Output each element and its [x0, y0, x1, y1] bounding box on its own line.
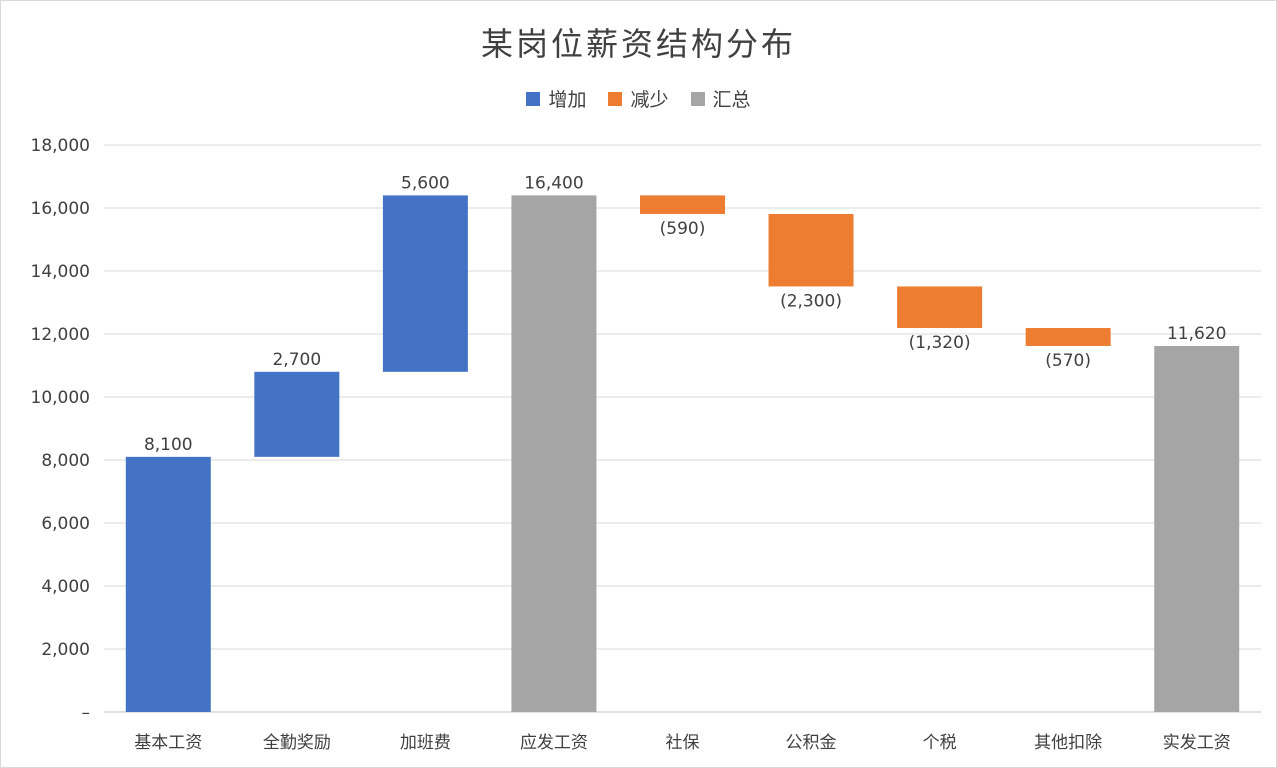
- x-tick-label: 实发工资: [1163, 733, 1231, 753]
- legend-item-total: 汇总: [690, 85, 751, 112]
- data-label: (1,320): [909, 333, 971, 353]
- x-tick-label: 基本工资: [134, 733, 202, 753]
- bar-total: [1154, 345, 1240, 712]
- data-label: 8,100: [144, 435, 193, 455]
- y-tick-label: 18,000: [31, 136, 90, 156]
- data-label: (570): [1045, 351, 1091, 371]
- x-tick-label: 加班费: [400, 733, 451, 753]
- legend-swatch-decrease: [608, 91, 623, 106]
- y-tick-label: 16,000: [31, 199, 90, 219]
- bar-increase: [382, 195, 468, 372]
- data-label: 11,620: [1167, 324, 1226, 344]
- data-label: 2,700: [272, 350, 321, 370]
- bar-decrease: [1025, 328, 1111, 346]
- data-label: (2,300): [780, 291, 842, 311]
- y-tick-label: 4,000: [41, 577, 90, 597]
- bar-increase: [125, 456, 211, 712]
- x-tick-label: 全勤奖励: [263, 733, 331, 753]
- legend: 增加 减少 汇总: [1, 85, 1276, 112]
- y-tick-label: 8,000: [41, 451, 90, 471]
- bar-decrease: [640, 195, 725, 214]
- data-label: 5,600: [401, 173, 450, 193]
- legend-item-increase: 增加: [526, 85, 586, 112]
- bar-increase: [254, 371, 340, 457]
- x-tick-label: 其他扣除: [1034, 733, 1102, 753]
- x-tick-label: 个税: [923, 733, 957, 753]
- data-label: (590): [660, 219, 706, 239]
- x-tick-label: 应发工资: [520, 733, 588, 753]
- legend-label-total: 汇总: [712, 89, 751, 111]
- y-tick-label: 6,000: [41, 514, 90, 534]
- y-tick-label: 12,000: [31, 325, 90, 345]
- y-tick-label: 2,000: [41, 640, 90, 660]
- legend-item-decrease: 减少: [608, 85, 669, 112]
- legend-label-increase: 增加: [548, 89, 587, 111]
- bar-decrease: [897, 286, 983, 329]
- x-tick-label: 公积金: [786, 733, 837, 753]
- y-tick-label: –: [82, 703, 91, 723]
- legend-label-decrease: 减少: [630, 89, 669, 111]
- data-label: 16,400: [524, 173, 583, 193]
- bar-decrease: [768, 213, 854, 287]
- y-tick-label: 14,000: [31, 262, 90, 282]
- legend-swatch-increase: [526, 91, 541, 106]
- legend-swatch-total: [690, 91, 705, 106]
- y-tick-label: 10,000: [31, 388, 90, 408]
- chart-title: 某岗位薪资结构分布: [480, 25, 796, 63]
- bar-total: [511, 195, 597, 712]
- x-tick-label: 社保: [666, 733, 700, 753]
